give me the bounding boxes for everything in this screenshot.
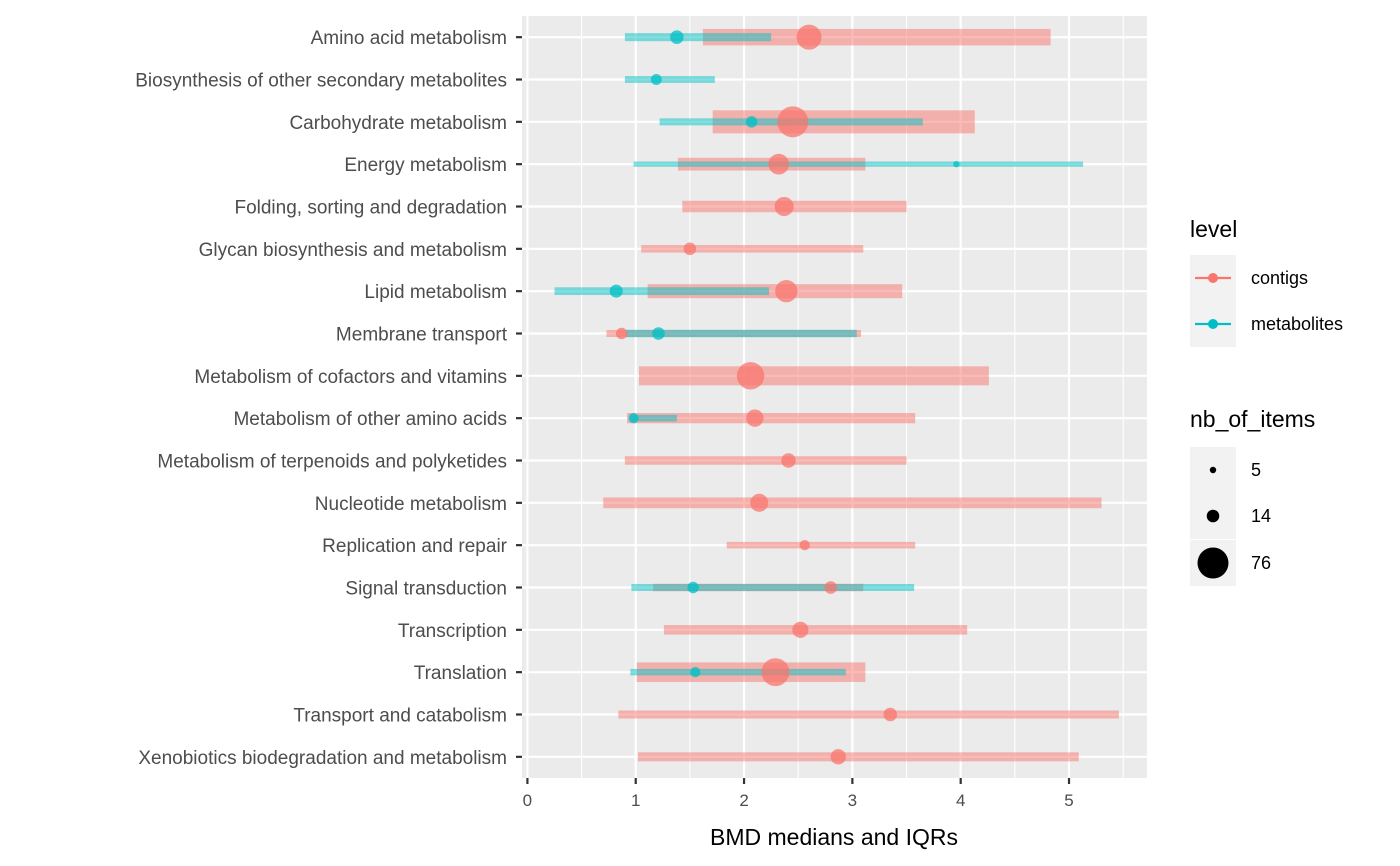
iqr-bar-metabolites (554, 287, 769, 296)
median-point-contigs (777, 106, 809, 138)
iqr-bar-contigs (641, 245, 864, 253)
x-axis-title: BMD medians and IQRs (710, 824, 958, 850)
median-point-contigs (615, 327, 628, 340)
legend-level-label: contigs (1251, 268, 1308, 288)
median-point-metabolites (670, 30, 684, 44)
iqr-bar-contigs (618, 710, 1119, 719)
plot-panel (522, 16, 1147, 778)
y-tick-label: Energy metabolism (344, 155, 507, 176)
y-tick-label: Translation (414, 663, 507, 684)
median-points (609, 24, 960, 765)
y-tick-label: Metabolism of other amino acids (233, 409, 507, 430)
legend-size-label: 14 (1251, 506, 1271, 526)
median-point-metabolites (652, 327, 665, 340)
legend-size: nb_of_items 5 14 76 (1190, 406, 1315, 586)
legend-size-dot (1209, 466, 1217, 474)
iqr-bar-metabolites (624, 33, 772, 42)
y-axis: Amino acid metabolism Biosynthesis of oth… (135, 28, 522, 769)
iqr-bar-contigs (627, 413, 916, 424)
y-tick-label: Metabolism of terpenoids and polyketides (157, 452, 507, 473)
x-tick-label: 3 (848, 791, 857, 810)
iqr-bar-metabolites (631, 584, 915, 591)
x-tick-label: 2 (739, 791, 748, 810)
median-point-contigs (736, 362, 765, 390)
iqr-bar-contigs (726, 541, 916, 549)
median-point-contigs (761, 658, 790, 687)
median-point-contigs (883, 707, 898, 722)
median-point-metabolites (953, 160, 960, 168)
x-axis: 0 1 2 3 4 5 (523, 778, 1074, 810)
median-point-metabolites (745, 116, 758, 128)
legend-size-label: 5 (1251, 460, 1261, 480)
y-tick-label: Transcription (398, 621, 507, 642)
grid-minor (581, 16, 1124, 778)
iqr-bar-contigs (637, 752, 1079, 762)
iqr-bar-contigs (663, 625, 968, 635)
y-tick-label: Carbohydrate metabolism (289, 113, 507, 134)
y-tick-label: Biosynthesis of other secondary metaboli… (135, 71, 507, 92)
iqr-bar-contigs (624, 456, 907, 465)
median-point-contigs (796, 24, 822, 50)
legend-size-title: nb_of_items (1190, 406, 1315, 432)
median-point-contigs (746, 409, 764, 427)
y-tick-label: Membrane transport (336, 325, 508, 346)
median-point-metabolites (687, 581, 699, 594)
iqr-bar-metabolites (625, 329, 857, 338)
iqr-bar-contigs (702, 28, 1051, 46)
y-tick-label: Glycan biosynthesis and metabolism (199, 240, 507, 261)
median-point-contigs (799, 540, 810, 551)
median-point-metabolites (609, 284, 623, 298)
y-tick-label: Lipid metabolism (364, 282, 507, 303)
iqr-bar-metabolites (630, 668, 846, 676)
y-tick-label: Metabolism of cofactors and vitamins (194, 367, 507, 388)
median-point-contigs (768, 153, 790, 175)
legend-level: level contigs metabolites (1190, 216, 1343, 347)
median-point-metabolites (650, 74, 662, 85)
y-tick-label: Transport and catabolism (293, 706, 507, 727)
median-point-contigs (683, 242, 697, 256)
legend-size-label: 76 (1251, 553, 1271, 573)
legend-key-dot (1208, 319, 1218, 329)
y-tick-label: Amino acid metabolism (311, 28, 507, 49)
y-tick-label: Signal transduction (345, 579, 507, 600)
y-tick-label: Replication and repair (322, 536, 508, 557)
median-point-contigs (792, 621, 809, 638)
iqr-bar-metabolites (624, 76, 715, 83)
iqr-bar-metabolites (630, 414, 677, 422)
legend-key-dot (1208, 273, 1218, 283)
legend-size-dot (1197, 547, 1229, 579)
median-point-contigs (781, 453, 796, 468)
iqr-bar-contigs (603, 497, 1102, 509)
y-tick-label: Folding, sorting and degradation (234, 198, 507, 219)
median-point-contigs (774, 196, 794, 217)
median-point-metabolites (628, 413, 639, 424)
median-point-contigs (824, 581, 837, 594)
y-tick-label: Nucleotide metabolism (315, 494, 507, 515)
legend-level-label: metabolites (1251, 314, 1343, 334)
legend-level-title: level (1190, 216, 1237, 242)
median-point-metabolites (690, 667, 701, 678)
x-tick-label: 1 (631, 791, 640, 810)
iqr-bar-metabolites (633, 161, 1084, 167)
median-point-contigs (775, 280, 798, 303)
iqr-bar-contigs (638, 366, 989, 386)
iqr-bar-contigs (682, 200, 907, 213)
x-tick-label: 5 (1064, 791, 1073, 810)
x-tick-label: 0 (523, 791, 532, 810)
median-point-contigs (750, 493, 769, 512)
legend-size-dot (1206, 509, 1220, 523)
y-tick-label: Xenobiotics biodegradation and metabolis… (138, 748, 507, 769)
x-tick-label: 4 (956, 791, 965, 810)
median-point-contigs (830, 749, 846, 765)
